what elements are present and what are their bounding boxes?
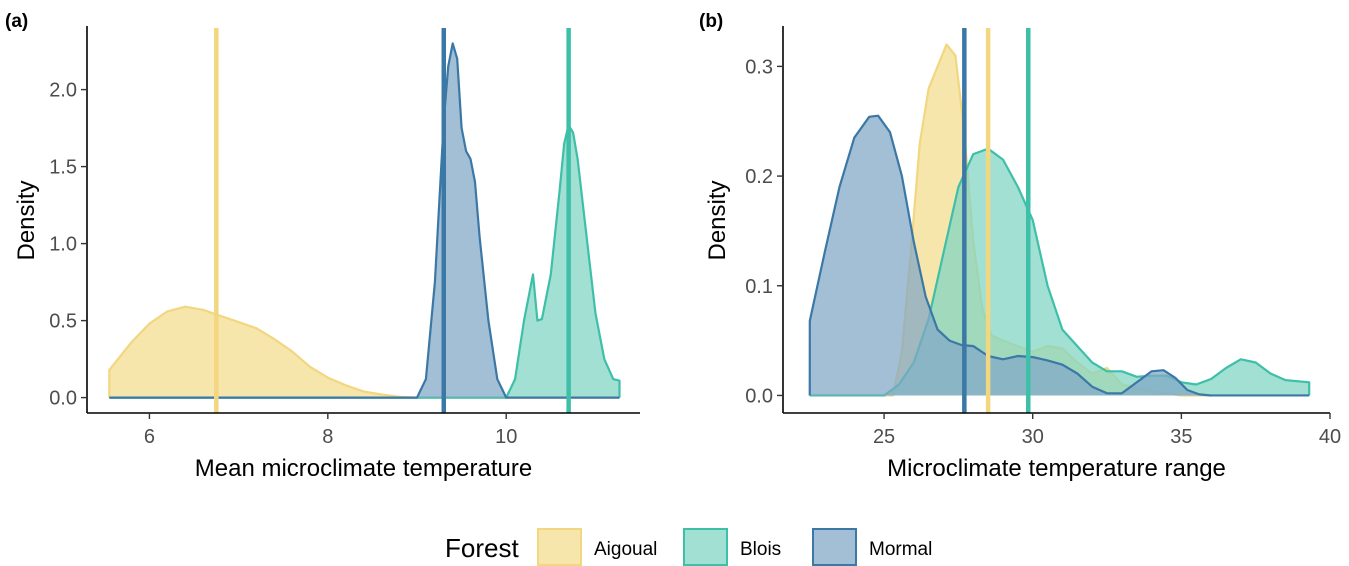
panel-b: 0.0 0.1 0.2 0.3 25 30 35 40 Microclimate tempera… xyxy=(699,11,1341,482)
y-tick-label: 0.5 xyxy=(49,311,77,333)
density-line-mormal xyxy=(109,42,620,399)
legend-label-aigoual: Aigoual xyxy=(594,539,657,560)
x-axis-title: Mean microclimate temperature xyxy=(195,455,532,482)
y-tick-label: 0.1 xyxy=(745,276,773,298)
y-axis-title: Density xyxy=(13,180,40,260)
legend-key-blois xyxy=(683,528,728,566)
legend-label-blois: Blois xyxy=(740,539,781,560)
panel-tag: (a) xyxy=(5,11,28,32)
legend-key-mormal xyxy=(812,528,857,566)
density-line-aigoual xyxy=(108,305,620,399)
x-axis-title: Microclimate temperature range xyxy=(887,455,1226,482)
density-area-blois xyxy=(506,125,620,398)
density-line-blois xyxy=(809,147,1311,397)
x-tick-label: 40 xyxy=(1319,426,1341,448)
density-area-mormal xyxy=(417,43,507,398)
y-tick-label: 0.0 xyxy=(745,385,773,407)
legend-title: Forest xyxy=(445,533,519,563)
density-line-mormal xyxy=(808,114,1310,397)
legend-key-aigoual xyxy=(537,528,582,566)
density-line-blois xyxy=(109,123,621,399)
x-tick-label: 6 xyxy=(144,426,155,448)
y-tick-label: 0.3 xyxy=(745,56,773,78)
y-tick-label: 1.0 xyxy=(49,234,77,256)
density-area-aigoual xyxy=(109,306,418,398)
x-tick-label: 10 xyxy=(495,426,517,448)
x-tick-label: 8 xyxy=(322,426,333,448)
y-tick-label: 0.0 xyxy=(49,388,77,410)
x-tick-label: 25 xyxy=(873,426,895,448)
y-tick-label: 1.5 xyxy=(49,157,77,179)
x-tick-label: 35 xyxy=(1170,426,1192,448)
x-tick-label: 30 xyxy=(1022,426,1044,448)
panel-tag: (b) xyxy=(699,11,723,32)
density-area-mormal xyxy=(809,115,1212,396)
y-axis-title: Density xyxy=(704,180,731,260)
y-tick-label: 0.2 xyxy=(745,166,773,188)
legend: Forest Aigoual Blois Mormal xyxy=(445,528,932,566)
legend-label-mormal: Mormal xyxy=(869,539,932,560)
panel-a: 0.0 0.5 1.0 1.5 2.0 6 8 10 Mean microclimate tem… xyxy=(5,11,640,482)
y-tick-label: 2.0 xyxy=(49,80,77,102)
